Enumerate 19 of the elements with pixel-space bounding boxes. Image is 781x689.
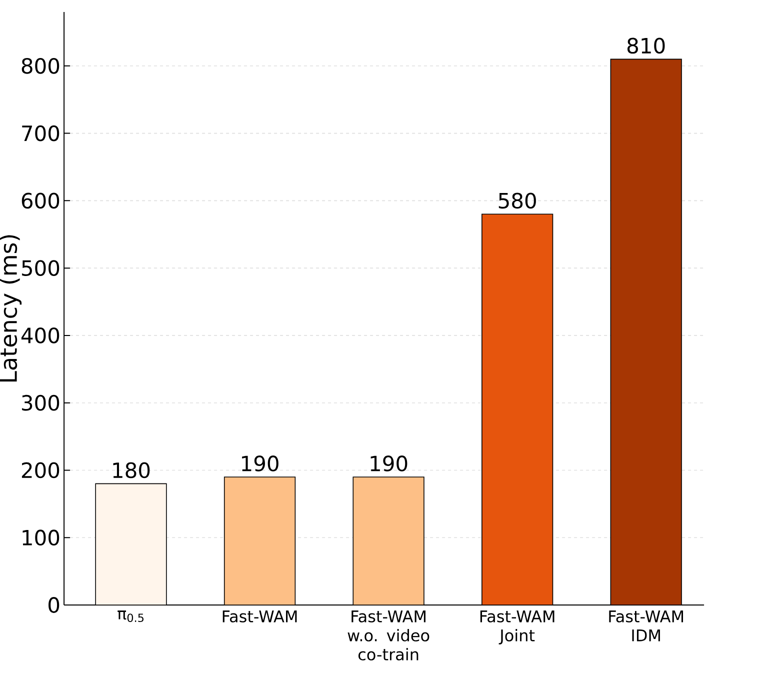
data-label: 180 [113,462,150,478]
x-tick-label: π$_{0.5}$ [118,610,144,622]
y-tick-label: 300 [22,394,60,411]
y-tick-label: 0 [48,597,60,613]
x-tick-label: Fast-WAM Joint [480,610,554,644]
y-tick-label: 600 [22,192,60,209]
data-label: 810 [627,38,665,54]
y-tick-label: 200 [22,462,60,478]
y-tick-label: 400 [21,328,60,344]
y-tick-label: 700 [22,125,60,142]
y-tick-label: 800 [22,58,60,74]
data-label: 190 [370,456,408,472]
x-tick-label: Fast-WAM w.o. video co-train [348,610,430,660]
data-label: 580 [498,192,536,209]
x-tick-label: Fast-WAM IDM [609,610,684,642]
y-tick-label: 500 [22,260,60,276]
x-tick-label: Fast-WAM [222,610,297,622]
data-label: 190 [242,456,278,472]
y-tick-label: 100 [22,530,60,546]
